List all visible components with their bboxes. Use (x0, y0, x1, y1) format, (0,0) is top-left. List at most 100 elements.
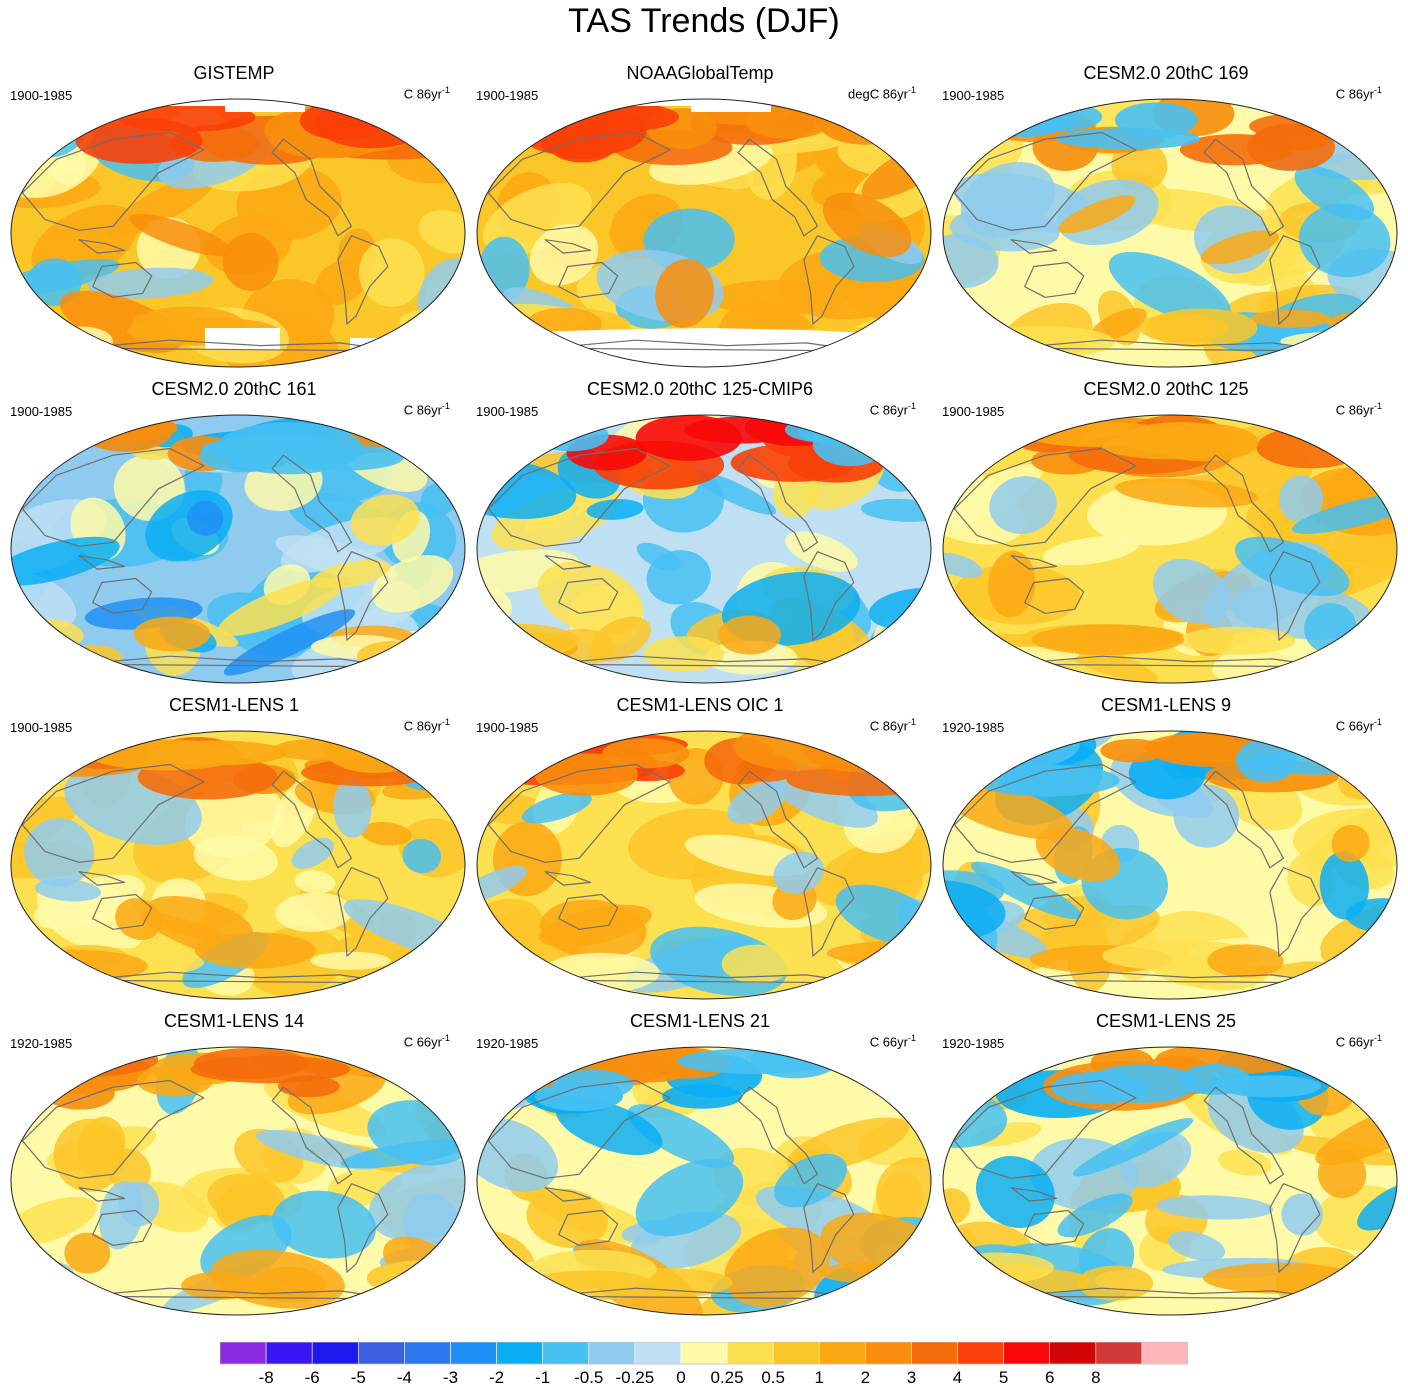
colorbar-swatch (220, 1342, 267, 1365)
panel-units: C 86yr-1 (403, 401, 450, 418)
figure-title: TAS Trends (DJF) (568, 2, 840, 40)
map-oval (476, 414, 932, 684)
map-oval (942, 98, 1398, 368)
map-panel: CESM2.0 20thC 125 1900-1985 C 86yr-1 (932, 379, 1400, 684)
panel-units: C 86yr-1 (869, 717, 916, 734)
panel-title: CESM2.0 20thC 125 (1083, 379, 1249, 399)
colorbar-tick-label: 2 (860, 1368, 871, 1387)
panel-title: CESM2.0 20thC 125-CMIP6 (586, 379, 814, 399)
colorbar-tick-label: -2 (489, 1368, 505, 1387)
colorbar-swatch (634, 1342, 682, 1365)
colorbar-swatch (818, 1342, 866, 1365)
colorbar-swatch (1095, 1342, 1143, 1365)
panel-units: C 86yr-1 (403, 717, 450, 734)
panel-units: C 66yr-1 (1335, 1033, 1382, 1050)
map-oval (10, 414, 466, 684)
colorbar-tick-label: -6 (304, 1368, 320, 1387)
colorbar-tick-label: -8 (258, 1368, 274, 1387)
panel-period: 1900-1985 (942, 88, 1005, 103)
map-panel: CESM2.0 20thC 125-CMIP6 1900-1985 C 86yr-1 (466, 379, 934, 684)
panel-period: 1900-1985 (10, 720, 73, 735)
colorbar-swatch (772, 1342, 820, 1365)
colorbar-tick-label: 1 (814, 1368, 824, 1387)
map-panel: GISTEMP 1900-1985 C 86yr-1 (0, 63, 468, 368)
panel-units: C 66yr-1 (869, 1033, 916, 1050)
map-oval (10, 98, 466, 368)
colorbar-tick-label: 4 (952, 1368, 963, 1387)
panel-period: 1900-1985 (942, 404, 1005, 419)
panel-title: CESM2.0 20thC 161 (151, 379, 317, 399)
panel-units: C 86yr-1 (403, 85, 450, 102)
panel-units: C 86yr-1 (1335, 85, 1382, 102)
colorbar-swatch (450, 1342, 497, 1365)
panel-title: GISTEMP (193, 63, 275, 83)
colorbar-tick-label: -0.5 (574, 1368, 604, 1387)
map-oval (10, 1046, 466, 1316)
panel-title: CESM1-LENS 9 (1100, 695, 1232, 715)
colorbar-swatch (1049, 1342, 1097, 1365)
colorbar-swatch (1141, 1342, 1188, 1365)
colorbar-swatch (957, 1342, 1004, 1365)
colorbar-tick-label: 5 (998, 1368, 1009, 1387)
colorbar-tick-label: 8 (1091, 1368, 1101, 1387)
colorbar-swatch (588, 1342, 636, 1365)
map-panel: CESM1-LENS 25 1920-1985 C 66yr-1 (932, 1011, 1400, 1316)
map-panel: CESM1-LENS 1 1900-1985 C 86yr-1 (0, 695, 468, 1000)
panel-title: NOAAGlobalTemp (626, 63, 774, 83)
colorbar-tick-label: 0.5 (761, 1368, 785, 1387)
map-panel: CESM2.0 20thC 169 1900-1985 C 86yr-1 (932, 63, 1400, 368)
colorbar-swatch (911, 1342, 958, 1365)
colorbar-swatch (357, 1342, 405, 1365)
colorbar-tick-label: 0 (676, 1368, 686, 1387)
map-oval (942, 1046, 1398, 1316)
colorbar-swatch (726, 1342, 774, 1365)
panel-period: 1900-1985 (10, 404, 73, 419)
colorbar-tick-label: 3 (906, 1368, 917, 1387)
panel-period: 1900-1985 (476, 404, 539, 419)
map-panel: CESM1-LENS 21 1920-1985 C 66yr-1 (466, 1011, 934, 1316)
map-panel: NOAAGlobalTemp 1900-1985 degC 86yr-1 (466, 63, 934, 368)
panel-title: CESM1-LENS 14 (163, 1011, 305, 1031)
panel-period: 1920-1985 (942, 720, 1005, 735)
map-oval (476, 1046, 932, 1316)
map-oval (476, 98, 932, 368)
colorbar-swatch (496, 1342, 543, 1365)
map-panel: CESM2.0 20thC 161 1900-1985 C 86yr-1 (0, 379, 468, 684)
panel-units: C 86yr-1 (869, 401, 916, 418)
panel-units: C 66yr-1 (1335, 717, 1382, 734)
panel-title: CESM1-LENS 21 (629, 1011, 771, 1031)
panel-period: 1920-1985 (942, 1036, 1005, 1051)
panel-title: CESM1-LENS 25 (1095, 1011, 1237, 1031)
panel-units: degC 86yr-1 (848, 85, 916, 102)
panel-period: 1920-1985 (10, 1036, 73, 1051)
colorbar-tick-label: -3 (442, 1368, 459, 1387)
panel-title: CESM1-LENS 1 (168, 695, 300, 715)
colorbar-swatch (404, 1342, 451, 1365)
panel-title: CESM1-LENS OIC 1 (616, 695, 784, 715)
map-oval (942, 730, 1398, 1000)
map-panel: CESM1-LENS 14 1920-1985 C 66yr-1 (0, 1011, 468, 1316)
panel-period: 1900-1985 (10, 88, 73, 103)
colorbar-tick-label: -5 (350, 1368, 366, 1387)
colorbar-tick-label: -1 (535, 1368, 551, 1387)
colorbar-tick-label: 6 (1044, 1368, 1055, 1387)
map-oval (476, 730, 932, 1000)
colorbar-swatch (542, 1342, 590, 1365)
panel-period: 1920-1985 (476, 1036, 539, 1051)
panel-units: C 66yr-1 (403, 1033, 450, 1050)
map-panel: CESM1-LENS OIC 1 1900-1985 C 86yr-1 (466, 695, 934, 1000)
colorbar-tick-label: -0.25 (615, 1368, 655, 1387)
panel-units: C 86yr-1 (1335, 401, 1382, 418)
colorbar-swatch (865, 1342, 912, 1365)
colorbar-tick-label: 0.25 (710, 1368, 744, 1387)
colorbar-swatch (1003, 1342, 1051, 1365)
panel-period: 1900-1985 (476, 88, 539, 103)
colorbar-swatch (680, 1342, 728, 1365)
map-oval (10, 730, 466, 1000)
colorbar-tick-label: -4 (396, 1368, 412, 1387)
map-panel: CESM1-LENS 9 1920-1985 C 66yr-1 (932, 695, 1400, 1000)
colorbar (220, 1342, 1188, 1365)
map-oval (942, 414, 1398, 684)
panel-period: 1900-1985 (476, 720, 539, 735)
panel-title: CESM2.0 20thC 169 (1083, 63, 1249, 83)
